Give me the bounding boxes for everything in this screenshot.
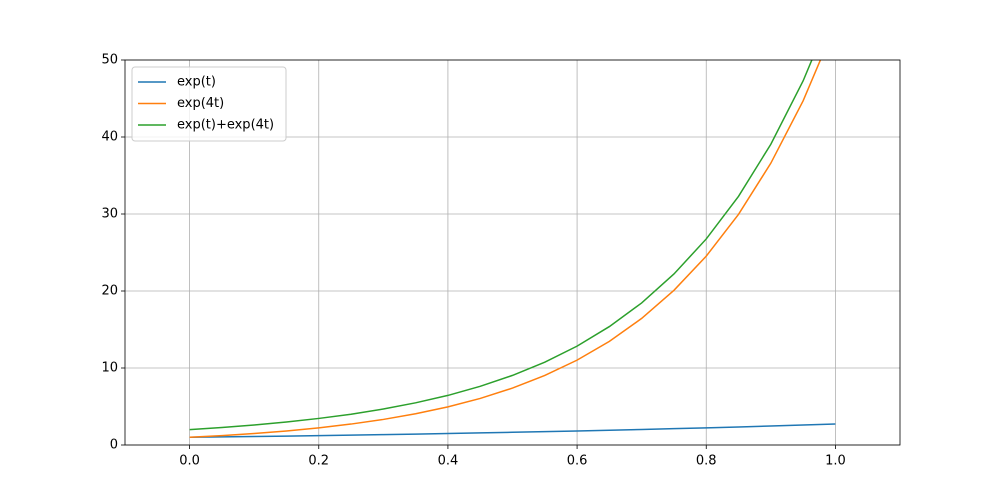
x-tick-label: 0.6 xyxy=(567,454,588,469)
y-tick-label: 50 xyxy=(101,53,118,68)
y-tick-label: 20 xyxy=(101,284,118,299)
legend-label: exp(4t) xyxy=(177,96,224,111)
x-tick-label: 0.2 xyxy=(308,454,329,469)
y-tick-label: 0 xyxy=(110,438,118,453)
legend-label: exp(t) xyxy=(177,75,216,90)
legend-box xyxy=(131,66,287,142)
line-series xyxy=(189,60,813,431)
line-series xyxy=(189,60,822,439)
x-tick-label: 0.4 xyxy=(438,454,459,469)
axes-frame xyxy=(124,59,901,446)
x-tick-label: 0.8 xyxy=(696,454,717,469)
y-tick-label: 40 xyxy=(101,130,118,145)
x-tick-label: 0.0 xyxy=(179,454,200,469)
y-tick-label: 30 xyxy=(101,207,118,222)
line-series xyxy=(189,423,836,439)
y-tick-label: 10 xyxy=(101,361,118,376)
legend-label: exp(t)+exp(4t) xyxy=(177,118,274,133)
plot-area xyxy=(189,60,836,439)
x-tick-label: 1.0 xyxy=(825,454,846,469)
